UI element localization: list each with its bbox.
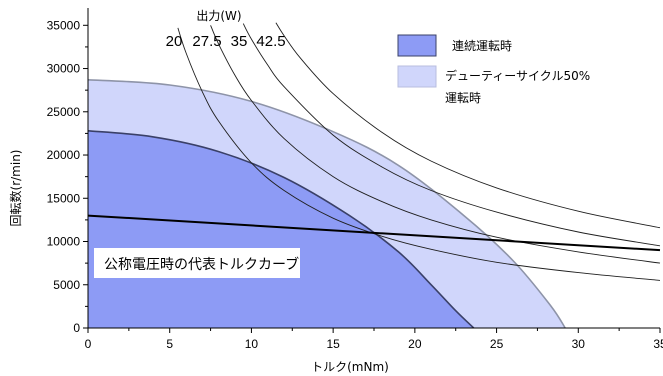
y-axis-title: 回転数(r/min) xyxy=(8,150,23,227)
legend-label-duty-line2: 運転時 xyxy=(445,91,481,105)
y-tick-label: 0 xyxy=(73,321,80,335)
power-label-42-5: 42.5 xyxy=(256,33,285,50)
annotation-box: 公称電圧時の代表トルクカーブ xyxy=(94,248,300,278)
power-label-20: 20 xyxy=(166,33,183,50)
region-duty-cycle-boundary xyxy=(87,79,566,329)
x-tick-label: 15 xyxy=(326,337,340,351)
power-curve-20 xyxy=(177,27,661,281)
y-ticks: 0 5000 10000 15000 20000 25000 30000 35000 xyxy=(47,18,88,335)
x-tick-label: 20 xyxy=(408,337,422,351)
power-labels: 20 27.5 35 42.5 xyxy=(166,33,286,50)
x-axis-title: トルク(mNm) xyxy=(311,360,389,374)
torque-lines xyxy=(87,22,661,281)
x-tick-label: 10 xyxy=(245,337,259,351)
x-tick-label: 5 xyxy=(166,337,173,351)
power-curve-35 xyxy=(242,23,661,247)
legend-swatch-continuous xyxy=(397,34,437,57)
power-title: 出力(W) xyxy=(196,9,241,23)
y-tick-label: 10000 xyxy=(47,235,81,249)
y-tick-label: 25000 xyxy=(47,105,81,119)
legend-label-duty-line1: デューティーサイクル50% xyxy=(445,68,590,83)
power-curve-27-5 xyxy=(210,25,661,264)
y-tick-label: 35000 xyxy=(47,18,81,32)
y-tick-label: 30000 xyxy=(47,62,81,76)
power-label-27-5: 27.5 xyxy=(192,33,221,50)
y-tick-label: 15000 xyxy=(47,191,81,205)
legend-swatch-duty xyxy=(397,65,437,88)
y-tick-label: 20000 xyxy=(47,148,81,162)
power-curve-42-5 xyxy=(275,22,661,229)
x-tick-label: 30 xyxy=(572,337,586,351)
x-ticks: 0 5 10 15 20 25 30 35 xyxy=(85,328,663,351)
operating-regions xyxy=(87,79,566,329)
x-tick-label: 25 xyxy=(490,337,504,351)
y-tick-label: 5000 xyxy=(53,278,80,292)
power-label-35: 35 xyxy=(231,33,248,50)
x-tick-label: 0 xyxy=(85,337,92,351)
region-continuous xyxy=(88,130,474,328)
legend-label-continuous: 連続運転時 xyxy=(452,39,512,53)
legend: 連続運転時 デューティーサイクル50% 運転時 xyxy=(397,34,590,105)
x-tick-label: 35 xyxy=(653,337,663,351)
region-continuous-boundary xyxy=(87,130,475,329)
annotation-text: 公称電圧時の代表トルクカーブ xyxy=(104,256,299,273)
annotation-background xyxy=(94,248,300,278)
nominal-voltage-torque-line xyxy=(87,214,661,252)
